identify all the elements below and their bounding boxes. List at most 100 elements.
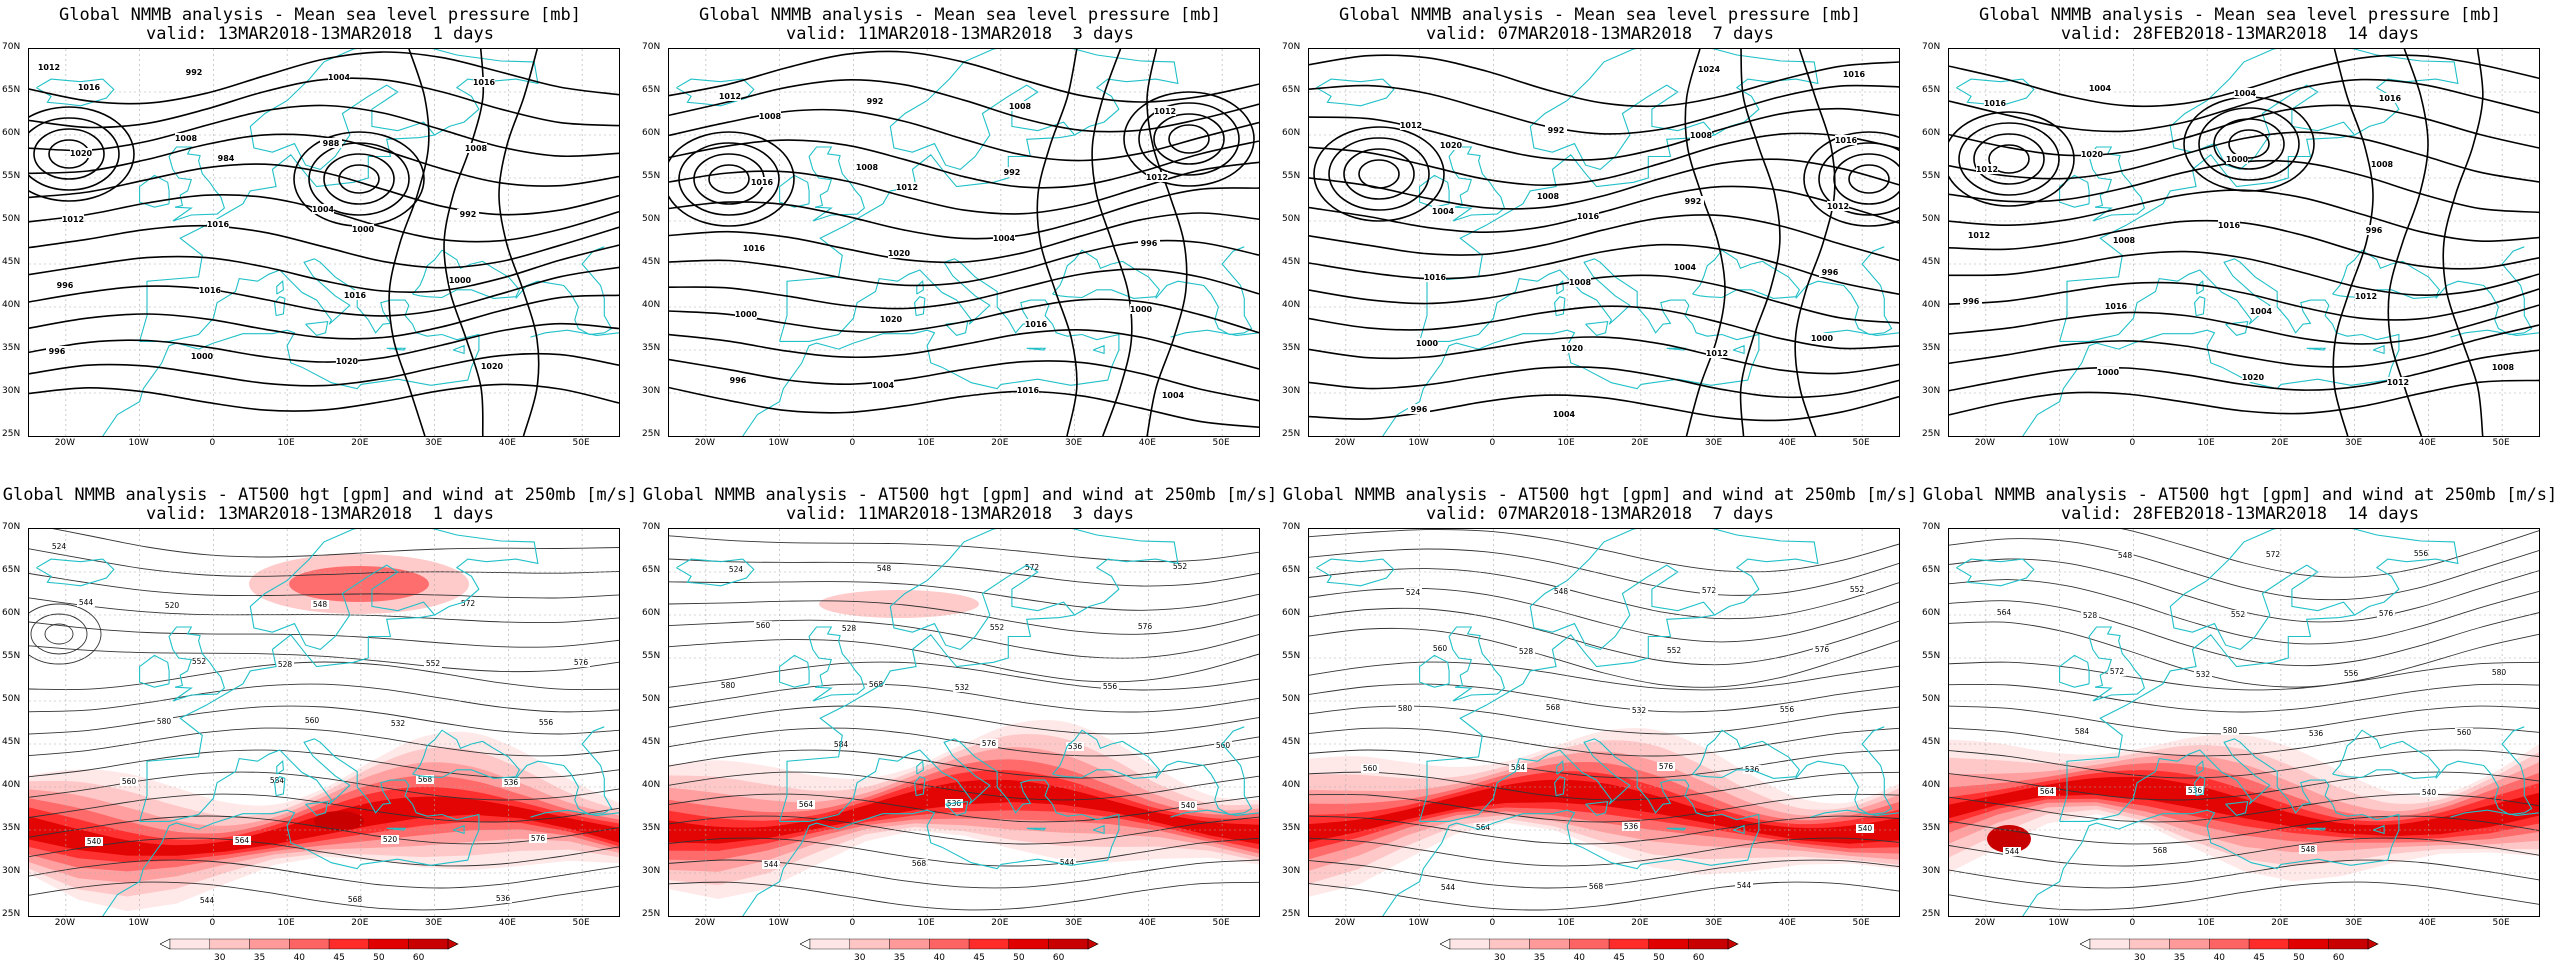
isobar-label: 1024 <box>1698 65 1721 74</box>
lon-tick-label: 50E <box>1212 918 1230 928</box>
colorbar-swatch <box>2209 938 2250 950</box>
lat-tick-label: 30N <box>2 866 21 876</box>
contour-label-bg <box>529 834 547 843</box>
lon-tick-label: 20W <box>1974 438 1996 448</box>
colorbar-label: 50 <box>1653 953 1665 963</box>
isobar-label-bg <box>54 280 76 290</box>
lat-tick-label: 70N <box>642 42 661 52</box>
colorbar-swatch <box>889 938 930 950</box>
colorbar-label: 60 <box>1052 953 1065 963</box>
wind-shading <box>1949 734 2539 882</box>
contour-label: 560 <box>122 777 137 786</box>
lat-tick-label: 50N <box>1922 214 1941 224</box>
lat-tick-label: 50N <box>2 214 21 224</box>
contour-label: 532 <box>955 683 970 692</box>
isobar-label-bg <box>312 204 334 214</box>
contour-label: 576 <box>1138 622 1153 631</box>
lon-tick-label: 20E <box>351 438 369 448</box>
isobar-label-bg <box>2363 225 2385 235</box>
lon-tick-label: 40E <box>1138 918 1156 928</box>
lat-tick-label: 65N <box>1282 85 1301 95</box>
lat-tick-label: 60N <box>1922 128 1941 138</box>
map-panel: Global NMMB analysis - AT500 hgt [gpm] a… <box>1280 480 1920 963</box>
lat-tick-label: 55N <box>2 651 21 661</box>
isobar-label: 1016 <box>1835 136 1858 145</box>
contour-label: 536 <box>496 894 511 903</box>
lat-tick-label: 50N <box>642 694 661 704</box>
isobar-label-bg <box>1843 69 1865 79</box>
contour-label-bg <box>910 859 928 868</box>
isobar-label-bg <box>1960 296 1982 306</box>
colorbar-label: 35 <box>893 953 906 963</box>
contour-label-bg <box>719 681 737 690</box>
isobar-label: 1000 <box>191 352 214 361</box>
colorbar-swatch <box>809 938 850 950</box>
contour-label: 568 <box>1589 882 1604 891</box>
isobar-label: 992 <box>867 97 884 106</box>
isobar-label-bg <box>336 356 358 366</box>
map-area: 1012 1008 1004 1000 996 992 992 996 1000 1004 1008… <box>1308 48 1900 437</box>
contour-label: 572 <box>1025 563 1040 572</box>
lon-tick-label: 10W <box>2048 918 2069 928</box>
contour-label: 528 <box>2083 611 2098 620</box>
isobar-label-bg <box>1400 120 1422 130</box>
isobar-label: 1020 <box>1561 344 1584 353</box>
isobar-label: 1004 <box>993 234 1016 243</box>
lon-tick-label: 30E <box>2345 438 2363 448</box>
lat-tick-label: 60N <box>1282 608 1301 618</box>
lon-tick-label: 0 <box>849 918 856 928</box>
isobar-label: 1016 <box>2379 94 2402 103</box>
lat-tick-label: 65N <box>1922 85 1941 95</box>
isobar-label: 992 <box>460 210 477 219</box>
isobar-label: 1004 <box>1553 410 1576 419</box>
contour-label-bg <box>537 718 555 727</box>
lon-tick-label: 20E <box>991 918 1009 928</box>
isobar-label: 1008 <box>465 144 488 153</box>
lat-tick-label: 30N <box>1282 866 1301 876</box>
lon-tick-label: 40E <box>1138 438 1156 448</box>
colorbar-label: 60 <box>1692 953 1705 963</box>
lat-tick-label: 25N <box>2 429 21 439</box>
isobar-label: 1016 <box>473 78 496 87</box>
contour-label: 572 <box>2266 550 2281 559</box>
isobar-label: 1004 <box>2089 84 2112 93</box>
contour-label-bg <box>50 542 68 551</box>
panel-title: Global NMMB analysis - AT500 hgt [gpm] a… <box>1282 485 1918 505</box>
lat-tick-label: 45N <box>2 737 21 747</box>
colorbar-label: 30 <box>2134 953 2146 963</box>
colorbar <box>1440 938 1739 950</box>
map-panel: Global NMMB analysis - Mean sea level pr… <box>1280 0 1920 480</box>
contour-label: 536 <box>1068 742 1083 751</box>
lat-tick-label: 60N <box>1922 608 1941 618</box>
height-contours <box>1949 529 2539 911</box>
isobar-label-bg <box>62 214 84 224</box>
lon-tick-label: 50E <box>572 438 590 448</box>
lon-tick-label: 10W <box>1408 438 1429 448</box>
contour-label: 580 <box>1398 704 1413 713</box>
contour-label: 548 <box>1554 587 1569 596</box>
contour-label: 548 <box>2301 845 2316 854</box>
lon-tick-label: 50E <box>572 918 590 928</box>
colorbar-swatch <box>1688 938 1729 950</box>
lat-tick-label: 65N <box>1282 565 1301 575</box>
lon-tick-label: 20W <box>694 918 716 928</box>
contour-label-bg <box>190 657 208 666</box>
contour-label: 536 <box>1624 822 1639 831</box>
isobar-label-bg <box>2379 93 2401 103</box>
contour-label-bg <box>1657 762 1675 771</box>
map-panel: Global NMMB analysis - Mean sea level pr… <box>1920 0 2560 480</box>
lon-tick-label: 20W <box>54 918 76 928</box>
graticule <box>1949 529 2539 916</box>
isobar-labels: 1012 1008 1004 1000 996 992 992 996 1000 1004 1008… <box>1400 64 1866 419</box>
contour-label: 568 <box>418 775 433 784</box>
isobar-label-bg <box>1835 135 1857 145</box>
isobar-label: 1012 <box>2387 378 2409 387</box>
contour-label-bg <box>988 623 1006 632</box>
isobar-label: 1016 <box>743 244 766 253</box>
contour-label: 548 <box>877 564 892 573</box>
contour-label-bg <box>1509 763 1527 772</box>
isobar-label-bg <box>743 243 765 253</box>
contour-label-bg <box>762 860 780 869</box>
lat-tick-label: 55N <box>1282 171 1301 181</box>
lat-tick-label: 45N <box>1282 257 1301 267</box>
